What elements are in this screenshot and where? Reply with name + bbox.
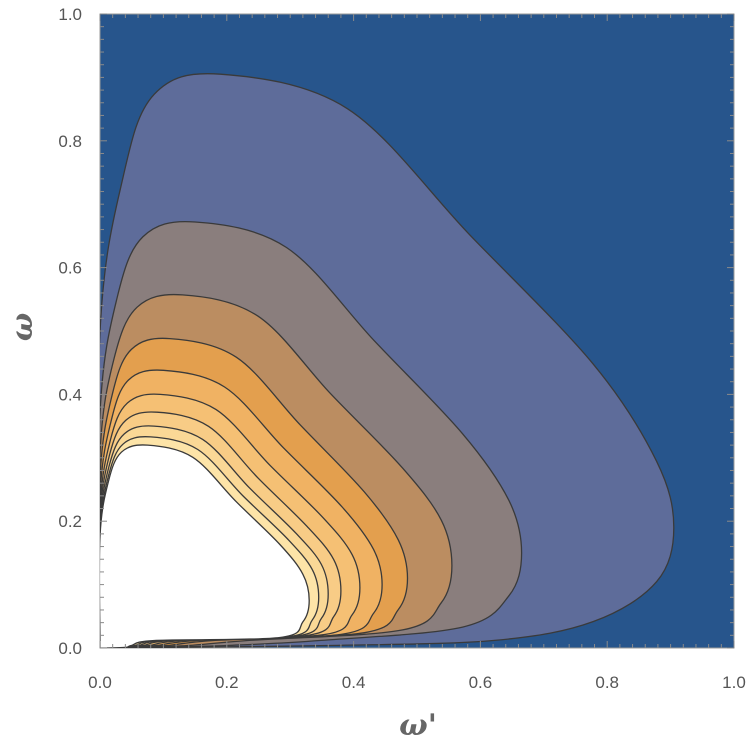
y-tick-label: 1.0 (58, 5, 82, 24)
y-tick-label: 0.0 (58, 639, 82, 658)
y-tick-labels: 0.0 0.2 0.4 0.6 0.8 1.0 (58, 5, 82, 658)
x-tick-label: 1.0 (722, 673, 746, 692)
y-tick-label: 0.2 (58, 512, 82, 531)
x-tick-label: 0.0 (88, 673, 112, 692)
contour-stack (100, 73, 675, 648)
y-tick-label: 0.4 (58, 385, 82, 404)
contour-level-10 (100, 444, 310, 648)
contour-regions (100, 73, 675, 648)
y-tick-label: 0.8 (58, 132, 82, 151)
x-tick-label: 0.8 (595, 673, 619, 692)
x-axis-label: ω' (399, 708, 437, 743)
y-axis-label: ω (5, 313, 40, 342)
x-tick-labels: 0.0 0.2 0.4 0.6 0.8 1.0 (88, 673, 746, 692)
y-tick-label: 0.6 (58, 259, 82, 278)
x-tick-label: 0.6 (469, 673, 493, 692)
axis-ticks (99, 13, 735, 649)
x-tick-label: 0.2 (215, 673, 239, 692)
x-tick-label: 0.4 (342, 673, 366, 692)
